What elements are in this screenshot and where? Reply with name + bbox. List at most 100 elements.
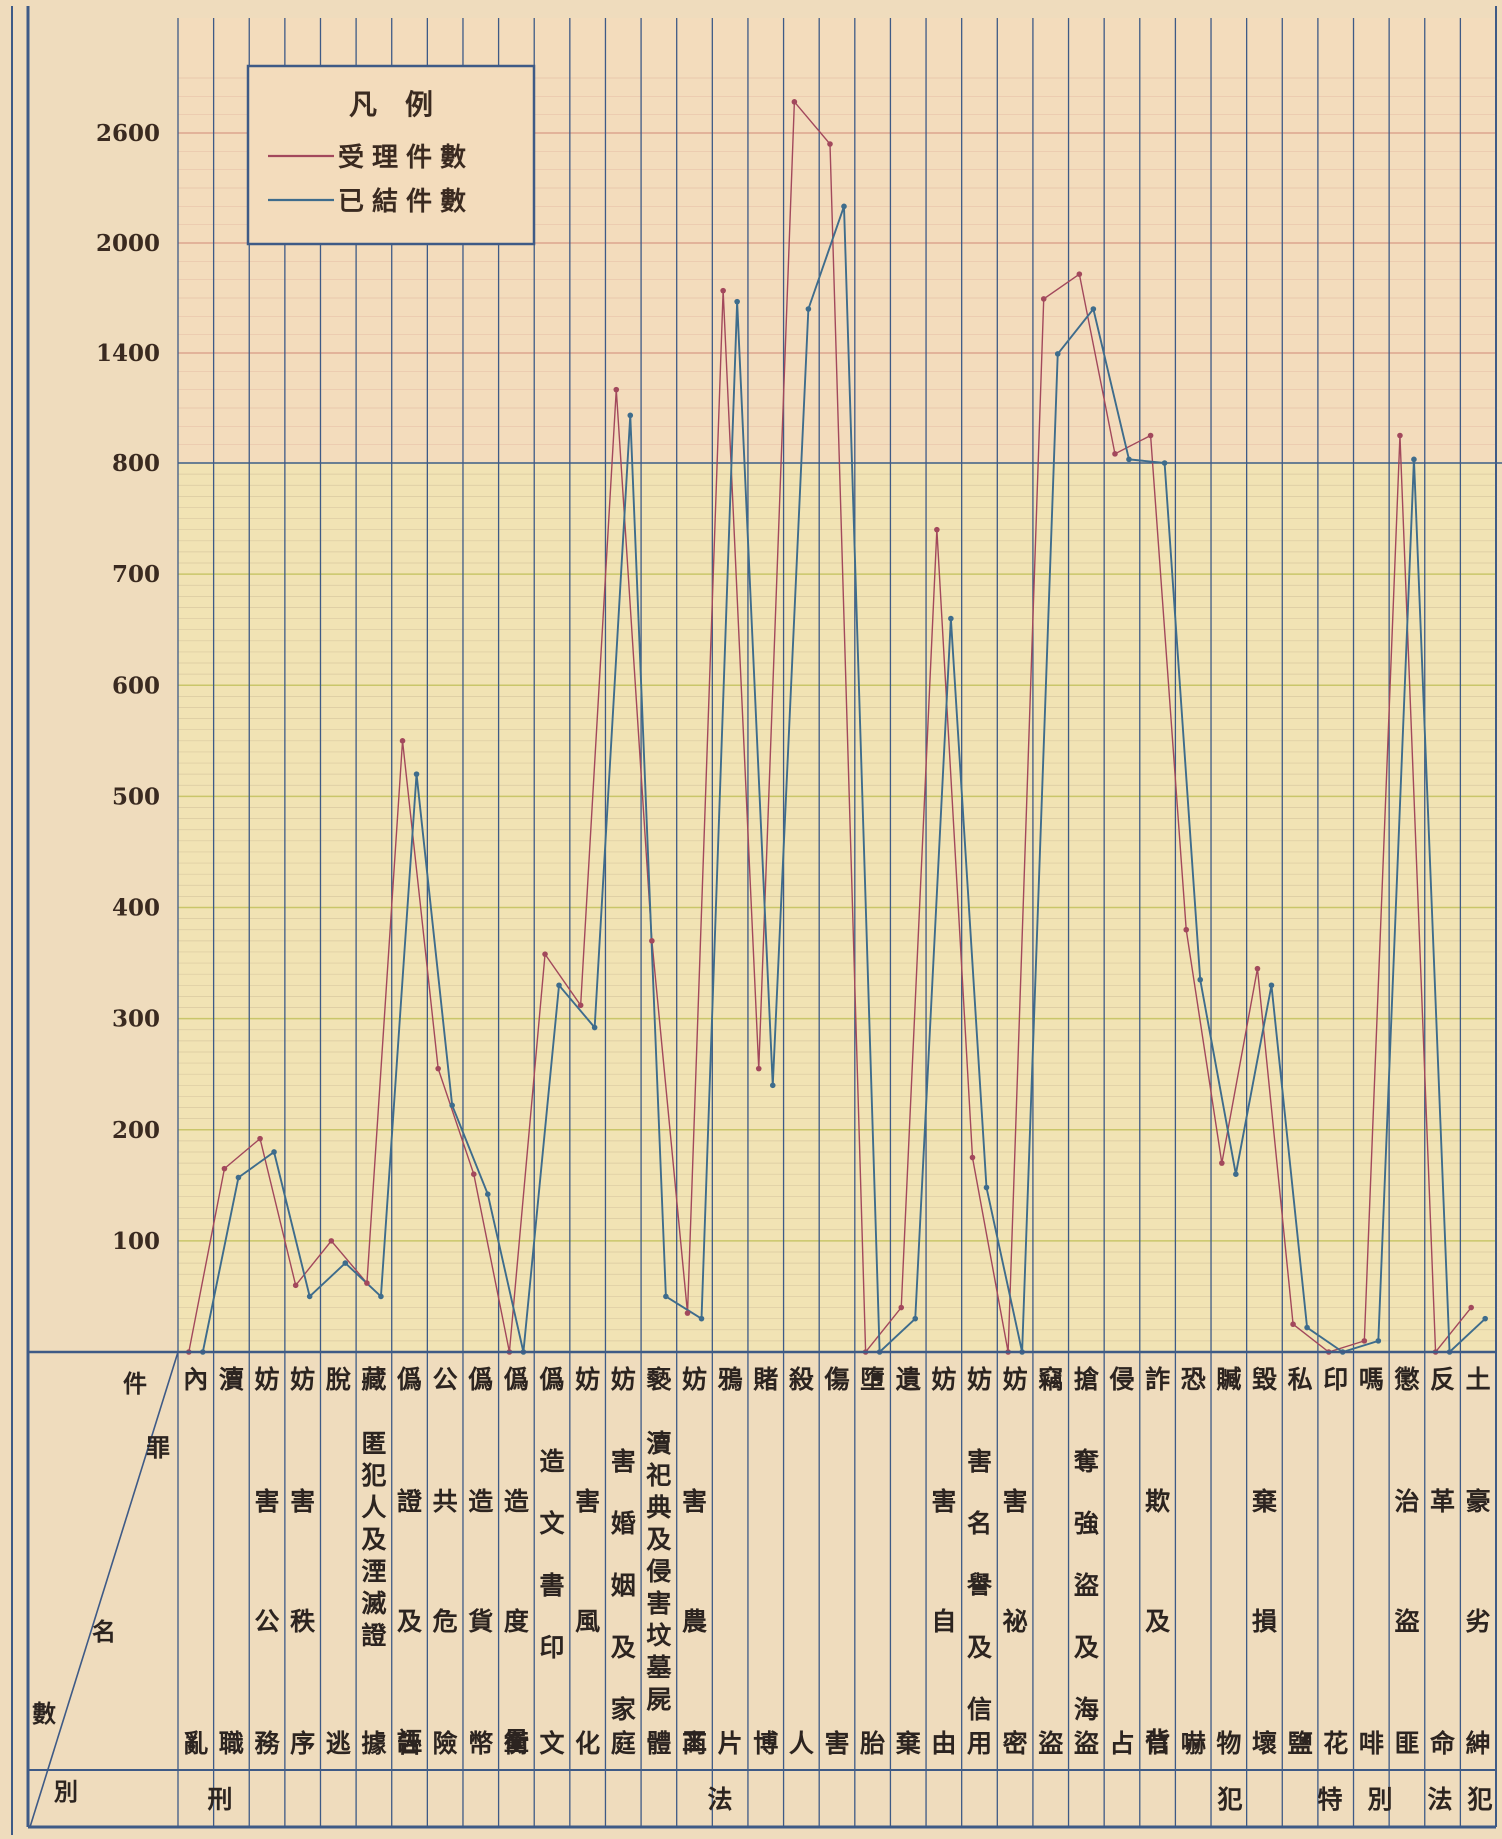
data-point (577, 1002, 584, 1009)
data-point (591, 1024, 598, 1031)
category-char: 造 (504, 1487, 529, 1516)
category-char: 坟 (646, 1621, 671, 1650)
category-char: 革 (1430, 1487, 1455, 1516)
category-label: 殺人 (789, 1365, 815, 1758)
group-label: 法 (707, 1785, 732, 1814)
data-point (413, 771, 420, 777)
category-char: 婚 (611, 1509, 636, 1538)
category-char: 損 (1252, 1607, 1277, 1636)
data-point (684, 1310, 691, 1316)
category-char: 懲 (1394, 1365, 1419, 1394)
category-char: 幣 (468, 1729, 493, 1758)
category-char: 瀆 (219, 1365, 244, 1394)
category-char: 殺 (789, 1365, 815, 1394)
data-point (542, 951, 548, 957)
category-char: 僞 (504, 1365, 529, 1394)
category-char: 啡 (1359, 1729, 1384, 1758)
category-label: 傷害 (823, 1365, 849, 1758)
category-char: 墮 (860, 1365, 885, 1394)
category-char: 命 (1430, 1729, 1456, 1758)
category-char: 侵 (1108, 1365, 1134, 1394)
category-char: 害 (575, 1487, 600, 1516)
data-point (292, 1282, 299, 1289)
category-label: 鴉片 (718, 1365, 743, 1758)
y-tick-label: 500 (112, 783, 160, 810)
group-label: 犯 (1216, 1785, 1242, 1814)
category-char: 造 (468, 1487, 493, 1516)
data-point (969, 1154, 976, 1161)
data-point (827, 141, 833, 147)
data-point (364, 1280, 370, 1286)
category-char: 背 (1145, 1727, 1170, 1756)
category-char: 妨 (611, 1365, 636, 1394)
category-char: 證 (361, 1621, 387, 1650)
category-char: 棄 (896, 1729, 922, 1758)
category-char: 害 (611, 1447, 636, 1476)
category-char: 家 (611, 1695, 636, 1724)
legend-entry: 受理件數 (338, 142, 474, 173)
y-axis-tick-labels: 100 200 300 400 500 600 700 800 1400 2000 2600 (96, 120, 160, 1255)
category-char: 工 (682, 1727, 707, 1756)
data-point (1482, 1315, 1488, 1322)
legend-title: 凡 例 (349, 88, 433, 121)
data-point (841, 203, 847, 210)
category-char: 體 (646, 1729, 671, 1758)
data-point (1397, 432, 1403, 439)
y-tick-label: 1400 (96, 340, 160, 367)
data-point (1040, 296, 1047, 302)
category-char: 及 (1074, 1633, 1099, 1662)
data-point (1254, 965, 1261, 972)
data-point (556, 982, 562, 989)
category-label: 印花 (1323, 1365, 1348, 1758)
data-point (734, 298, 740, 305)
data-point (1361, 1338, 1368, 1344)
data-point (912, 1315, 919, 1322)
category-char: 妨 (255, 1365, 280, 1394)
category-char: 侵 (645, 1557, 671, 1586)
category-label: 侵占 (1108, 1365, 1134, 1758)
category-char: 信 (967, 1695, 992, 1724)
category-char: 庭 (611, 1729, 636, 1758)
category-char: 秩 (290, 1607, 315, 1636)
category-char: 嗎 (1359, 1365, 1384, 1394)
legend-entry: 已結件數 (338, 186, 474, 217)
category-char: 傷 (823, 1365, 849, 1394)
category-char: 私 (1288, 1365, 1313, 1394)
category-char: 祀 (645, 1461, 671, 1490)
category-char: 犯 (360, 1461, 386, 1490)
header-label-name: 名 (92, 1617, 116, 1646)
y-tick-label: 700 (112, 561, 160, 588)
category-char: 瀆 (646, 1429, 671, 1458)
category-char: 姻 (611, 1571, 636, 1600)
category-char: 職 (219, 1729, 244, 1758)
category-char: 信 (1145, 1729, 1170, 1758)
category-char: 盜 (1394, 1607, 1419, 1636)
y-tick-label: 400 (112, 895, 160, 922)
category-char: 祕 (1003, 1607, 1028, 1636)
data-point (484, 1191, 491, 1198)
data-point (1268, 982, 1275, 989)
category-char: 序 (290, 1729, 315, 1758)
category-char: 妨 (1003, 1365, 1028, 1394)
category-char: 密 (1003, 1729, 1028, 1758)
category-label: 嗎啡 (1359, 1365, 1384, 1758)
category-char: 及 (611, 1633, 636, 1662)
category-char: 僞 (540, 1365, 565, 1394)
data-point (1219, 1160, 1225, 1166)
y-tick-label: 200 (112, 1117, 160, 1144)
category-label: 贓物 (1216, 1365, 1241, 1758)
data-point (613, 386, 620, 393)
category-char: 搶 (1074, 1365, 1099, 1394)
data-point (257, 1135, 263, 1142)
category-char: 共 (433, 1487, 458, 1516)
category-char: 墓 (645, 1653, 672, 1682)
category-char: 內 (183, 1365, 208, 1394)
data-point (1126, 456, 1132, 463)
